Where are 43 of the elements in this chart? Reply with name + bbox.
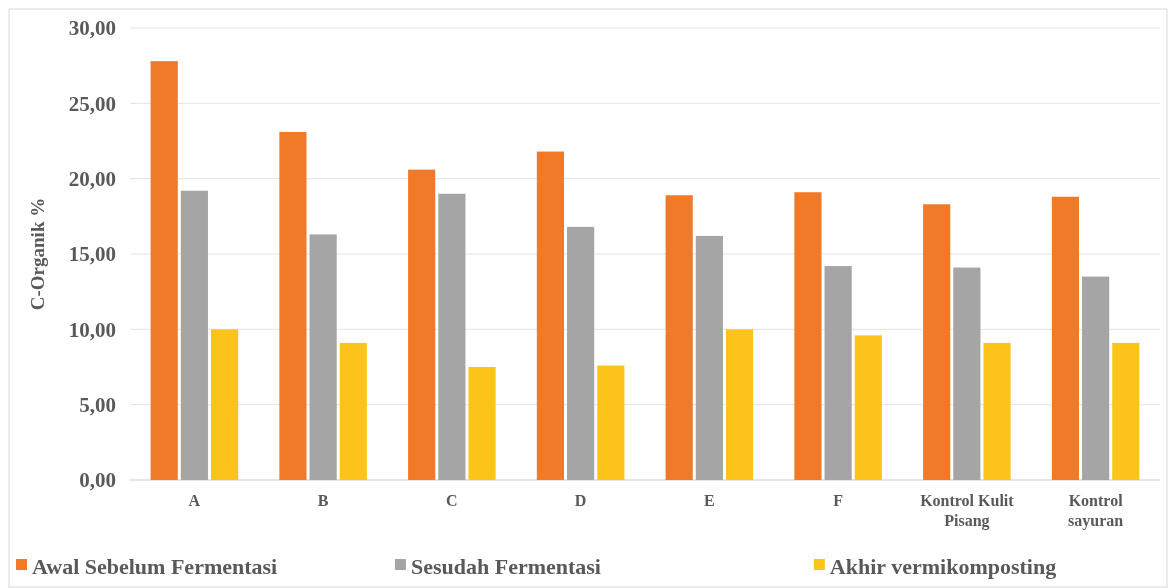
x-tick-label: Kontrol sayuran bbox=[1068, 492, 1124, 530]
bar bbox=[665, 195, 693, 480]
x-tick-label: F bbox=[833, 492, 844, 509]
bar bbox=[1051, 196, 1080, 480]
x-tick-label: E bbox=[704, 492, 715, 509]
x-tick-label: D bbox=[574, 492, 587, 509]
bar bbox=[1082, 276, 1110, 480]
bar bbox=[536, 151, 565, 480]
legend-label: Awal Sebelum Fermentasi bbox=[32, 553, 278, 579]
bar bbox=[794, 192, 822, 480]
legend-label: Sesudah Fermentasi bbox=[410, 553, 601, 579]
bar bbox=[309, 234, 337, 480]
x-tick-label: C bbox=[446, 492, 458, 509]
bar bbox=[983, 342, 1011, 480]
x-tick-label: A bbox=[188, 492, 201, 509]
y-tick-label: 25,00 bbox=[68, 91, 116, 116]
bar bbox=[339, 342, 367, 480]
bar bbox=[854, 335, 882, 480]
y-tick-label: 0,00 bbox=[79, 468, 116, 493]
bar bbox=[923, 204, 951, 480]
y-tick-label: 10,00 bbox=[68, 317, 116, 342]
bar bbox=[210, 329, 239, 480]
y-tick-label: 5,00 bbox=[79, 393, 116, 418]
bar bbox=[597, 365, 625, 480]
y-tick-label: 20,00 bbox=[68, 167, 116, 192]
bar bbox=[725, 329, 754, 480]
y-tick-label: 15,00 bbox=[68, 242, 116, 267]
bar bbox=[468, 367, 496, 480]
bar bbox=[279, 131, 307, 480]
x-tick-label: Kontrol Kulit Pisang bbox=[920, 492, 1015, 530]
bar bbox=[438, 193, 466, 480]
bar bbox=[824, 266, 852, 480]
bar bbox=[1112, 342, 1140, 480]
bar bbox=[180, 190, 208, 480]
bar bbox=[567, 226, 595, 480]
bar bbox=[408, 169, 436, 480]
y-axis-title: C-Organik % bbox=[27, 197, 48, 311]
bar bbox=[695, 235, 723, 480]
legend-label: Akhir vermikomposting bbox=[829, 553, 1057, 579]
bar bbox=[953, 267, 981, 480]
x-tick-label: B bbox=[317, 492, 329, 509]
bar bbox=[150, 61, 178, 480]
y-tick-label: 30,00 bbox=[68, 16, 116, 41]
